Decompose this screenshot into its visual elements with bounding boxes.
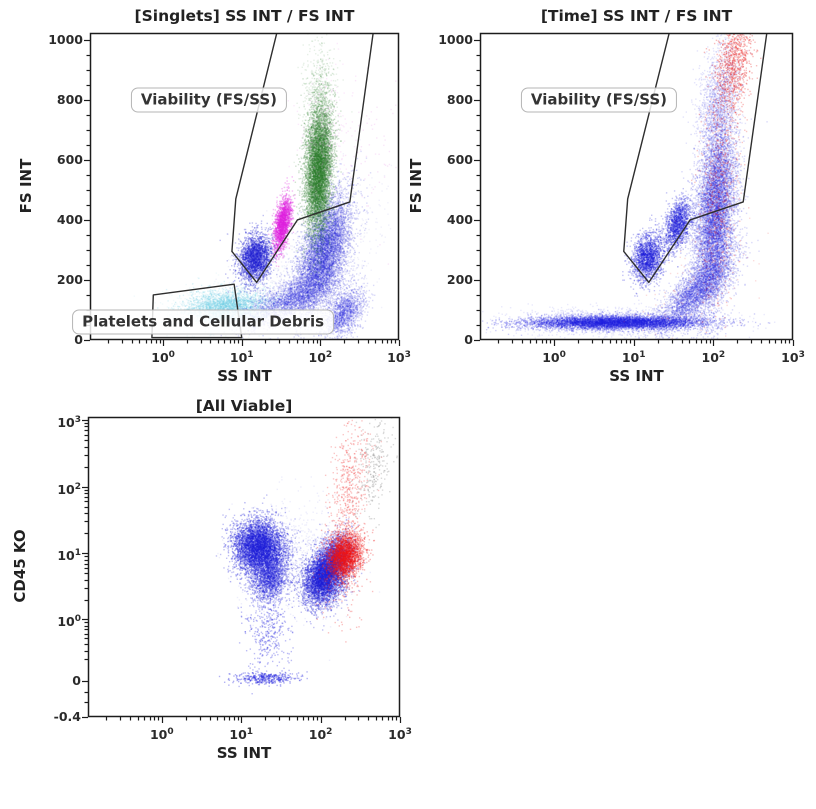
gate-label-viability-gate[interactable]: Viability (FS/SS)	[520, 87, 677, 113]
y-tick-label: 200	[446, 271, 473, 287]
x-tick-label: 102	[701, 350, 726, 366]
y-tick-label: 800	[446, 91, 473, 107]
y-axis-label: CD45 KO	[11, 529, 29, 603]
y-tick-label: 200	[56, 271, 83, 287]
x-tick-label: 103	[781, 350, 805, 366]
x-tick-label: 102	[308, 350, 333, 366]
gate-label-platelets-gate[interactable]: Platelets and Cellular Debris	[72, 309, 335, 335]
x-axis-label: SS INT	[217, 367, 272, 385]
y-tick-label: 0	[464, 332, 473, 347]
x-tick-label: 101	[621, 350, 646, 366]
y-tick-label: 100	[57, 614, 81, 630]
plot-title: [Singlets] SS INT / FS INT	[134, 7, 355, 25]
scatter-plot-all-viable: [All Viable] CD45 KO SS INT 100 101 102 103…	[0, 395, 414, 809]
y-tick-label: 800	[56, 91, 83, 107]
x-tick-label: 101	[229, 727, 254, 743]
time-plot-canvas[interactable]	[390, 0, 816, 395]
x-tick-label: 100	[149, 727, 174, 743]
y-tick-label: -0.4	[53, 709, 81, 725]
x-axis-label: SS INT	[216, 744, 272, 762]
scatter-plot-singlets: [Singlets] SS INT / FS INT FS INT SS INT…	[0, 0, 414, 395]
gate-label-viability-gate[interactable]: Viability (FS/SS)	[130, 87, 288, 113]
x-tick-label: 100	[151, 350, 175, 366]
y-tick-label: 1000	[48, 31, 83, 47]
y-tick-label: 103	[57, 414, 81, 431]
y-tick-label: 101	[57, 548, 81, 564]
y-tick-label: 102	[57, 481, 81, 497]
x-axis-label: SS INT	[609, 367, 664, 385]
x-tick-label: 101	[229, 350, 254, 366]
y-tick-label: 0	[72, 672, 81, 688]
y-tick-label: 0	[74, 332, 83, 347]
x-tick-label: 100	[542, 350, 566, 366]
y-tick-label: 600	[446, 151, 473, 167]
plot-title: [Time] SS INT / FS INT	[540, 7, 733, 25]
x-tick-label: 102	[308, 727, 333, 743]
scatter-plot-time: [Time] SS INT / FS INT FS INT SS INT 100…	[390, 0, 816, 395]
y-tick-label: 600	[56, 151, 83, 167]
y-tick-label: 1000	[438, 31, 473, 47]
y-tick-label: 400	[56, 211, 83, 227]
x-tick-label: 103	[388, 727, 412, 743]
plot-title: [All Viable]	[195, 397, 293, 415]
all-viable-plot-canvas[interactable]	[0, 395, 414, 809]
y-tick-label: 400	[446, 211, 473, 227]
